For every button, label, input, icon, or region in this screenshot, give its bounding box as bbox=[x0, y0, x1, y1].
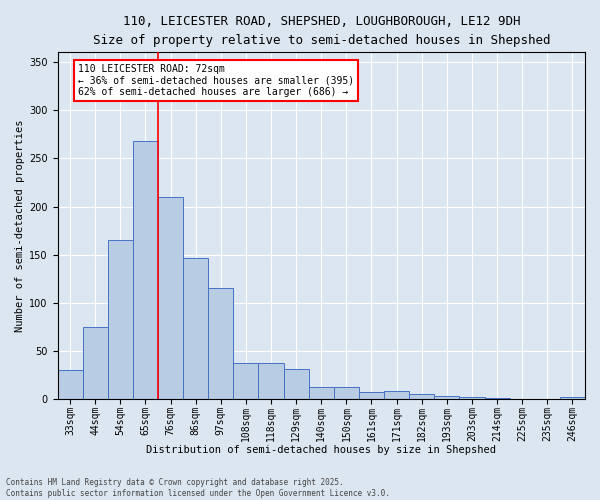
Bar bbox=[485, 398, 509, 400]
Bar bbox=[133, 141, 158, 400]
Bar bbox=[409, 394, 434, 400]
Bar bbox=[233, 362, 259, 400]
Bar bbox=[560, 398, 585, 400]
Bar bbox=[83, 327, 108, 400]
Bar bbox=[208, 288, 233, 400]
Bar bbox=[183, 258, 208, 400]
Bar bbox=[108, 240, 133, 400]
Text: 110 LEICESTER ROAD: 72sqm
← 36% of semi-detached houses are smaller (395)
62% of: 110 LEICESTER ROAD: 72sqm ← 36% of semi-… bbox=[77, 64, 354, 97]
Bar bbox=[308, 387, 334, 400]
Bar bbox=[460, 398, 485, 400]
Bar bbox=[259, 362, 284, 400]
Bar bbox=[158, 197, 183, 400]
Y-axis label: Number of semi-detached properties: Number of semi-detached properties bbox=[15, 120, 25, 332]
Bar bbox=[334, 387, 359, 400]
Bar bbox=[384, 390, 409, 400]
Text: Contains HM Land Registry data © Crown copyright and database right 2025.
Contai: Contains HM Land Registry data © Crown c… bbox=[6, 478, 390, 498]
X-axis label: Distribution of semi-detached houses by size in Shepshed: Distribution of semi-detached houses by … bbox=[146, 445, 496, 455]
Bar bbox=[434, 396, 460, 400]
Title: 110, LEICESTER ROAD, SHEPSHED, LOUGHBOROUGH, LE12 9DH
Size of property relative : 110, LEICESTER ROAD, SHEPSHED, LOUGHBORO… bbox=[92, 15, 550, 47]
Bar bbox=[359, 392, 384, 400]
Bar bbox=[58, 370, 83, 400]
Bar bbox=[284, 370, 308, 400]
